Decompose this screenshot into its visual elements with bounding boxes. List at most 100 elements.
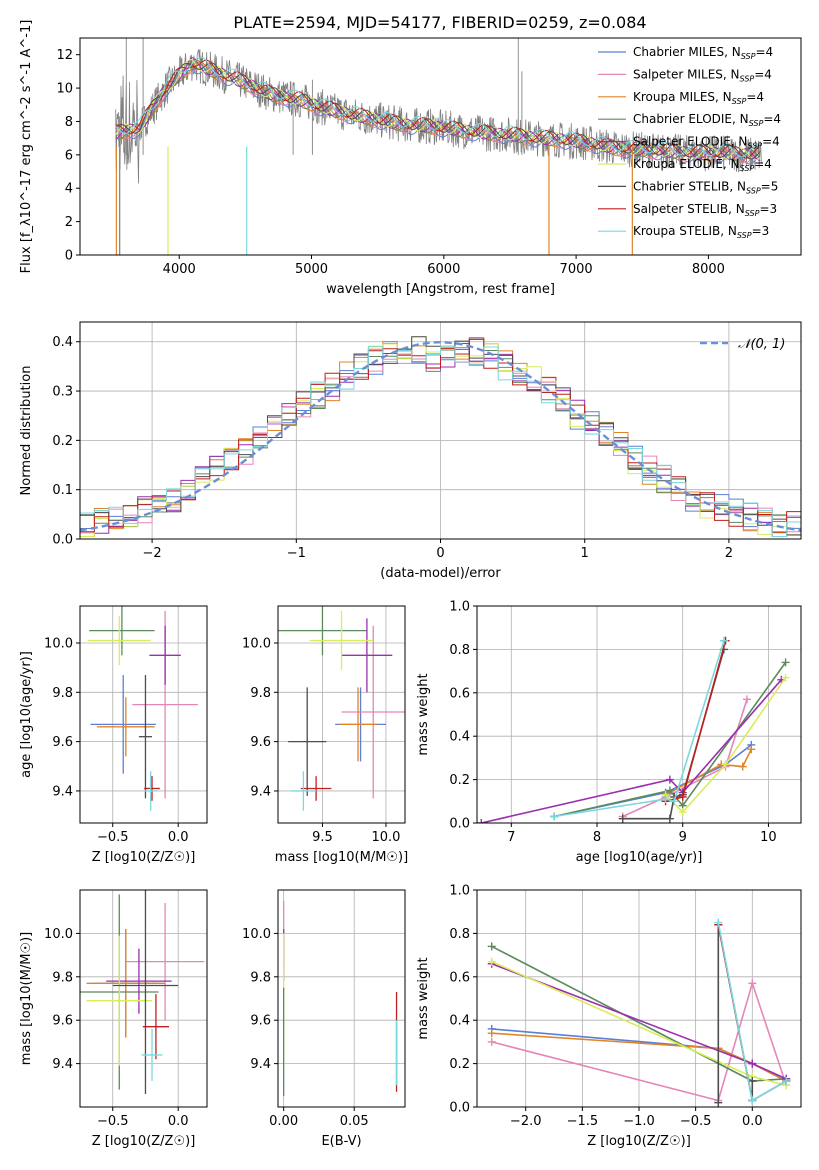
- legend-subscript: SSP: [745, 209, 760, 218]
- legend-label: Chabrier ELODIE, NSSP=4: [633, 112, 781, 128]
- frame-residuals: −2 −1 0 1 2 0.0 0.1 0.2 0.3 0.4 (data-model)/error…: [19, 321, 802, 581]
- weights-weight-vs-age: [477, 636, 790, 823]
- legend-label: Chabrier STELIB, NSSP=5: [633, 179, 778, 195]
- x-tick-label: −1: [287, 546, 306, 561]
- normal-curve: [80, 340, 801, 532]
- model-line: [115, 64, 761, 164]
- spectrum-lines: [115, 38, 762, 255]
- y-tick-label: 0.2: [449, 1057, 470, 1072]
- legend-tail: =4: [755, 45, 773, 59]
- y-tick-label: 0.2: [449, 773, 470, 788]
- x-tick-label: −0.5: [680, 1114, 712, 1129]
- y-tick-label: 9.8: [250, 970, 271, 985]
- legend-subscript: SSP: [737, 231, 752, 240]
- plot-frame: [277, 605, 406, 824]
- x-tick-label: 1: [581, 546, 589, 561]
- y-tick-label: 0.0: [52, 533, 73, 548]
- x-tick-label: 0.0: [742, 1114, 763, 1129]
- errorbars-age-vs-Z: [87, 606, 198, 811]
- y-tick-label: 0.6: [449, 970, 470, 985]
- legend-label: Kroupa STELIB, NSSP=3: [633, 224, 769, 240]
- legend-label: Kroupa MILES, NSSP=4: [633, 90, 764, 106]
- y-tick-label: 10.0: [242, 636, 271, 651]
- y-tick-label: 9.8: [52, 970, 73, 985]
- x-tick-label: 5000: [295, 262, 328, 277]
- legend-subscript: SSP: [746, 186, 761, 195]
- x-tick-label: 4000: [163, 262, 196, 277]
- legend-tail: =5: [761, 179, 779, 193]
- legend-label: Chabrier MILES, NSSP=4: [633, 45, 773, 61]
- legend-label: Kroupa ELODIE, NSSP=4: [633, 157, 772, 173]
- y-tick-label: 9.4: [52, 784, 73, 799]
- errorbars-mass-vs-EBV: [282, 900, 398, 1097]
- x-tick-label: 10: [760, 830, 777, 845]
- legend-tail: =4: [746, 90, 764, 104]
- x-tick-label: 7: [507, 830, 515, 845]
- model-line: [115, 59, 761, 161]
- y-axis-label: Normed distribution: [19, 366, 34, 496]
- y-tick-label: 2: [65, 215, 73, 230]
- x-tick-label: 10.0: [371, 830, 400, 845]
- figure-title: PLATE=2594, MJD=54177, FIBERID=0259, z=0…: [233, 13, 646, 32]
- y-tick-label: 9.4: [250, 784, 271, 799]
- weights-weight-vs-Z: [487, 918, 791, 1107]
- x-axis-label: E(B-V): [321, 1134, 361, 1149]
- y-tick-label: 0.3: [52, 385, 73, 400]
- legend-tail: =4: [754, 67, 772, 81]
- x-tick-label: −2.0: [510, 1114, 542, 1129]
- x-tick-label: 8: [593, 830, 601, 845]
- frame-mass-vs-EBV: 0.00 0.05 9.4 9.6 9.8 10.0 E(B-V): [242, 889, 406, 1149]
- y-axis-label: mass [log10(M/M☉)]: [19, 932, 34, 1065]
- y-axis-label: mass weight: [416, 957, 431, 1039]
- x-axis-label: age [log10(age/yr)]: [576, 850, 703, 865]
- y-tick-label: 10.0: [44, 636, 73, 651]
- y-tick-label: 9.6: [52, 1014, 73, 1029]
- frame-age-vs-Z: −0.5 0.0 9.4 9.6 9.8 10.0 Z [log10(Z/Z☉)] age […: [19, 605, 208, 865]
- weight-line: [553, 744, 752, 818]
- y-tick-label: 0.0: [449, 817, 470, 832]
- axes-mass-vs-Z: [80, 890, 207, 1107]
- y-tick-label: 4: [65, 182, 73, 197]
- weight-line: [491, 980, 788, 1102]
- legend-subscript: SSP: [747, 142, 762, 151]
- x-axis-label: Z [log10(Z/Z☉)]: [92, 850, 196, 865]
- legend-label: Salpeter ELODIE, NSSP=4: [633, 135, 780, 151]
- legend-subscript: SSP: [740, 164, 755, 173]
- y-tick-label: 0.4: [52, 335, 73, 350]
- x-tick-label: −1.5: [567, 1114, 599, 1129]
- x-tick-label: 0: [436, 546, 444, 561]
- legend-label: Salpeter MILES, NSSP=4: [633, 67, 772, 83]
- x-tick-label: 0.0: [168, 830, 189, 845]
- legend-tail: =4: [754, 157, 772, 171]
- histograms: [80, 336, 801, 537]
- legend-normal: 𝒩(0, 1): [700, 337, 785, 352]
- x-axis-label: wavelength [Angstrom, rest frame]: [326, 282, 555, 297]
- legend-subscript: SSP: [740, 74, 755, 83]
- y-tick-label: 0.0: [449, 1101, 470, 1116]
- x-tick-label: −0.5: [97, 830, 129, 845]
- histogram-step: [80, 346, 801, 537]
- y-tick-label: 0.1: [52, 483, 73, 498]
- y-tick-label: 9.4: [250, 1057, 271, 1072]
- x-tick-label: 6000: [427, 262, 460, 277]
- x-tick-label: −2: [143, 546, 162, 561]
- model-line: [115, 57, 761, 162]
- y-tick-label: 0.4: [449, 1014, 470, 1029]
- x-tick-label: 8000: [692, 262, 725, 277]
- x-tick-label: −1.0: [623, 1114, 655, 1129]
- y-tick-label: 9.6: [52, 735, 73, 750]
- weight-line: [481, 679, 782, 823]
- legend-tail: =4: [763, 112, 781, 126]
- legend-tail: =3: [759, 202, 777, 216]
- x-axis-label: mass [log10(M/M☉)]: [275, 850, 408, 865]
- y-tick-label: 9.8: [52, 686, 73, 701]
- legend-label: Salpeter STELIB, NSSP=3: [633, 202, 777, 218]
- plot-frame: [277, 889, 406, 1108]
- y-tick-label: 0.8: [449, 927, 470, 942]
- errorbars-mass-vs-Z: [80, 890, 205, 1094]
- weight-line: [491, 1032, 787, 1082]
- y-tick-label: 9.8: [250, 686, 271, 701]
- y-axis-label: mass weight: [416, 673, 431, 755]
- weight-line: [622, 699, 748, 818]
